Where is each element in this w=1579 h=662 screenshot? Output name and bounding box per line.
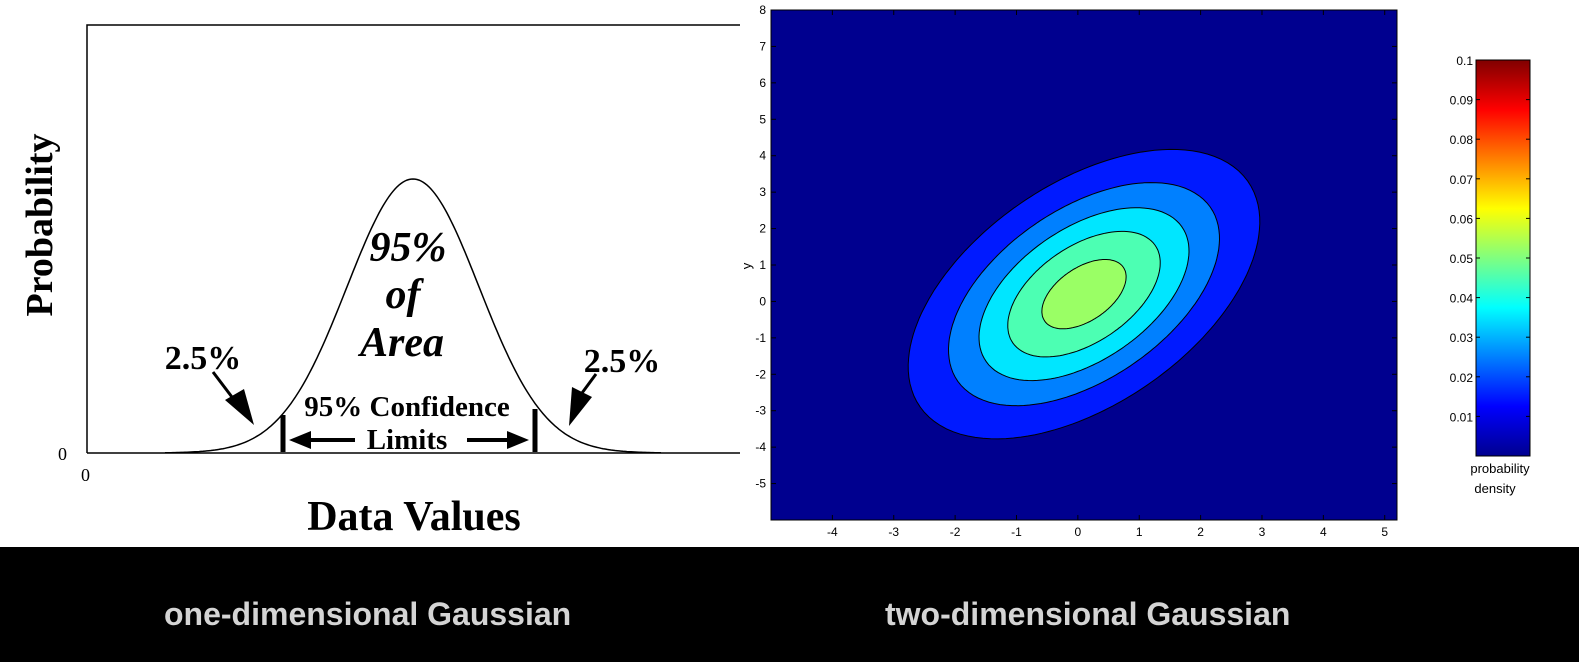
colorbar-tick-label: 0.03 [1450,331,1474,345]
x-axis-label: Data Values [307,494,521,540]
x-tick-label: 2 [1197,525,1204,539]
x-tick-label: 4 [1320,525,1327,539]
area-label-line2: of [386,272,425,318]
colorbar-tick-label: 0.08 [1450,133,1474,147]
x-tick-label: -2 [950,525,961,539]
colorbar-tick-label: 0.05 [1450,252,1474,266]
colorbar-tick-label: 0.09 [1450,94,1474,108]
colorbar-label-line2: density [1474,481,1516,496]
left-tail-arrow [211,371,254,425]
colorbar-label-line1: probability [1470,461,1530,476]
y-origin-label: 0 [58,444,67,464]
x-tick-label: 1 [1136,525,1143,539]
confidence-label-line2: Limits [367,424,448,456]
x-tick-label: -1 [1011,525,1022,539]
confidence-label-line1: 95% Confidence [304,391,510,423]
y-tick-label: 5 [759,112,766,126]
y-tick-label: 2 [759,222,766,236]
left-limit-arrow [289,431,355,449]
right-tail-label: 2.5% [584,343,661,380]
contour-fills [907,148,1261,440]
gaussian-2d-chart: -4 -3 -2 -1 0 1 2 3 4 5 -5 -4 -3 -2 -1 0 1 2 3 4 5 6 7 8 y 0.1… [739,3,1531,539]
y-tick-label: 1 [759,258,766,272]
x-ticks: -4 -3 -2 -1 0 1 2 3 4 5 [827,10,1388,539]
x-tick-label: 0 [1075,525,1082,539]
y-axis-label-2d: y [739,262,754,269]
contour-level-0.05 [1041,259,1127,330]
y-tick-label: 6 [759,76,766,90]
y-tick-label: -2 [755,367,766,381]
x-tick-label: -3 [888,525,899,539]
colorbar-gradient [1475,59,1531,457]
figure-area: Probability 0 0 Data Values 95% of Area … [0,0,1579,547]
bell-curve [164,178,662,454]
right-tail-arrow [569,373,598,426]
y-tick-label: -4 [755,440,766,454]
gaussian-1d-chart: Probability 0 0 Data Values 95% of Area … [19,24,740,540]
colorbar-tick-label: 0.01 [1450,410,1474,424]
y-tick-label: -5 [755,477,766,491]
area-label-line1: 95% [370,225,447,271]
y-tick-label: 4 [759,149,766,163]
x-tick-label: 5 [1381,525,1388,539]
colorbar-tick-label: 0.04 [1450,292,1474,306]
x-tick-label: -4 [827,525,838,539]
chart1-frame [86,24,740,453]
x-tick-label: 3 [1259,525,1266,539]
colorbar-tick-label: 0.1 [1456,54,1473,68]
y-tick-label: -1 [755,331,766,345]
caption-two-dimensional: two-dimensional Gaussian [885,596,1291,632]
y-tick-label: 8 [759,3,766,17]
colorbar: 0.10.090.080.070.060.050.040.030.020.01 … [1450,54,1531,496]
y-axis-label: Probability [19,134,61,317]
right-limit-arrow [467,431,529,449]
caption-one-dimensional: one-dimensional Gaussian [164,596,572,632]
y-ticks: -5 -4 -3 -2 -1 0 1 2 3 4 5 6 7 8 [755,3,1397,491]
y-tick-label: 7 [759,39,766,53]
area-label-line3: Area [357,320,444,366]
y-tick-label: 3 [759,185,766,199]
y-tick-label: -3 [755,404,766,418]
x-origin-label: 0 [81,465,90,485]
colorbar-ticks: 0.1 0.09 0.08 0.07 0.06 0.05 0.04 0.03 0.02 0.01 [1450,54,1530,424]
y-tick-label: 0 [759,294,766,308]
left-tail-label: 2.5% [165,340,242,377]
colorbar-tick-label: 0.07 [1450,173,1474,187]
colorbar-tick-label: 0.06 [1450,212,1474,226]
colorbar-tick-label: 0.02 [1450,371,1474,385]
figure-svg: Probability 0 0 Data Values 95% of Area … [19,3,1531,540]
